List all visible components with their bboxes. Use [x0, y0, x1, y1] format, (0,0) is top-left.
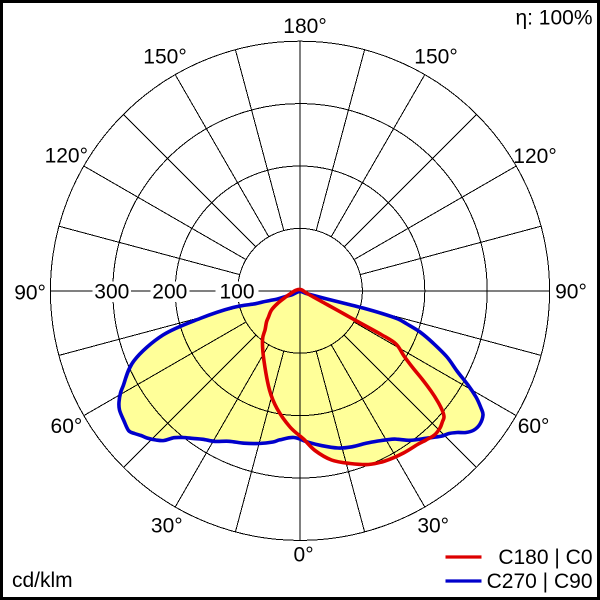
svg-text:30°: 30° [151, 515, 183, 538]
svg-text:120°: 120° [513, 145, 556, 168]
svg-text:90°: 90° [555, 281, 587, 304]
svg-text:100: 100 [219, 280, 254, 303]
svg-text:150°: 150° [414, 46, 457, 69]
svg-text:60°: 60° [518, 415, 550, 438]
svg-text:C270 | C90: C270 | C90 [487, 570, 593, 593]
svg-text:90°: 90° [14, 281, 46, 304]
svg-text:cd/klm: cd/klm [12, 569, 73, 592]
svg-text:150°: 150° [143, 46, 186, 69]
svg-text:C180 | C0: C180 | C0 [498, 546, 592, 569]
svg-text:300: 300 [94, 280, 129, 303]
svg-text:180°: 180° [283, 15, 326, 38]
svg-text:η: 100%: η: 100% [515, 7, 592, 30]
svg-text:120°: 120° [45, 145, 88, 168]
svg-text:200: 200 [152, 280, 187, 303]
svg-text:0°: 0° [294, 543, 314, 566]
svg-text:60°: 60° [51, 415, 83, 438]
svg-text:30°: 30° [417, 515, 449, 538]
